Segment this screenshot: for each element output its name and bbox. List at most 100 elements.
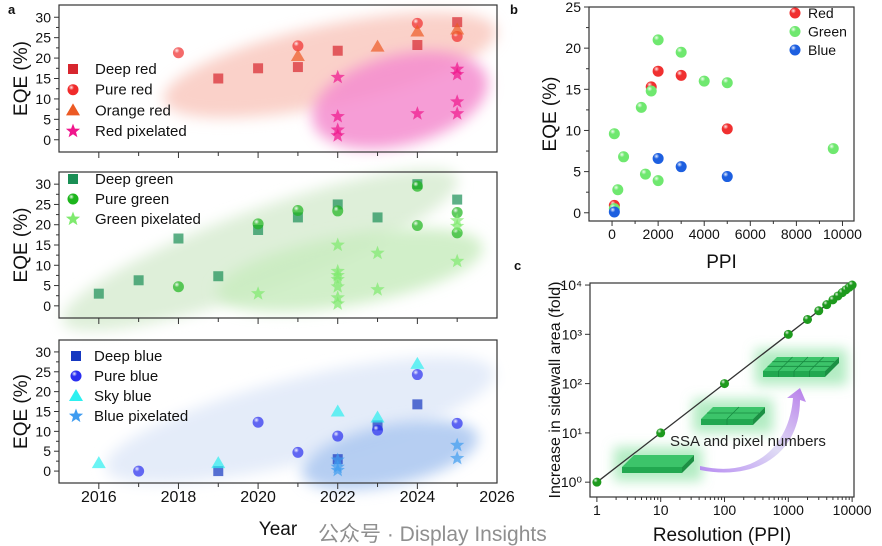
data-point-highlight [411, 180, 423, 192]
legend-marker [71, 351, 81, 361]
legend-marker-highlight [70, 370, 82, 382]
legend-label: Pure blue [94, 368, 158, 385]
series-green: Green [608, 24, 847, 215]
pixel-slab [614, 447, 702, 481]
data-point-highlight [675, 69, 687, 81]
legend-marker [65, 211, 81, 226]
legend-marker [68, 408, 84, 423]
data-point-highlight [827, 143, 839, 155]
x-tick-label: 0 [608, 226, 616, 242]
series-data [592, 280, 857, 487]
slab-side [753, 407, 765, 425]
data-point-highlight [451, 417, 463, 429]
data-point [253, 63, 264, 74]
data-point [330, 272, 345, 286]
legend-marker-highlight [67, 193, 79, 205]
y-tick-label: 20 [35, 50, 51, 66]
y-tick-label: 25 [35, 196, 51, 212]
data-point [213, 73, 224, 84]
y-tick-label: 0 [43, 132, 51, 148]
y-tick-label: 5 [573, 164, 581, 180]
shaded-region [301, 420, 479, 490]
data-point [410, 24, 425, 37]
y-tick-label: 10 [565, 122, 581, 138]
y-tick-label: 30 [35, 344, 51, 360]
y-tick-label: 5 [43, 443, 51, 459]
y-tick-label: 15 [565, 81, 581, 97]
arrow-icon [700, 388, 806, 473]
shaded-region [216, 228, 484, 312]
legend-label: Blue pixelated [94, 408, 188, 425]
data-point-highlight [822, 300, 832, 310]
y-tick-label: 0 [43, 463, 51, 479]
y-axis-label: EQE (%) [11, 41, 32, 116]
data-point-highlight [411, 220, 423, 232]
series-blue-pixelated: Blue pixelated [68, 408, 465, 477]
pixel-line [793, 356, 809, 372]
panel-label-b: b [510, 2, 518, 17]
chart-5: 10⁰ 10¹ 10² 10³ 10⁴ 1 10 100 1000 10000 Increase i… [547, 277, 872, 546]
data-point-highlight [720, 379, 730, 389]
data-point [370, 245, 385, 260]
x-tick-label: 1 [593, 502, 601, 518]
chart-4: 0 5 10 15 20 25 0 2000 4000 6000 8000 10000 EQE (%) P… [540, 0, 862, 273]
data-point-highlight [618, 151, 630, 163]
data-point-highlight [652, 65, 664, 77]
data-point-highlight [133, 465, 145, 477]
x-tick-label: 2024 [400, 489, 436, 506]
y-tick-label: 30 [35, 9, 51, 25]
y-tick-label: 15 [35, 71, 51, 87]
y-tick-label: 10 [35, 423, 51, 439]
shaded-region [62, 168, 458, 332]
legend-label: Deep green [95, 171, 173, 188]
data-point [330, 128, 345, 142]
legend-marker [69, 389, 83, 401]
x-axis-label: Resolution (PPI) [653, 525, 791, 546]
slab-side [682, 455, 694, 473]
data-point-highlight [783, 329, 793, 339]
data-point [412, 399, 423, 410]
x-tick-label: 2000 [643, 226, 674, 242]
data-point [93, 288, 104, 299]
data-point [211, 456, 226, 469]
data-point [450, 450, 465, 465]
data-point [452, 17, 463, 28]
data-point [450, 437, 465, 452]
data-point-highlight [252, 218, 264, 230]
data-point [330, 404, 345, 417]
x-tick-label: 10000 [833, 502, 872, 518]
x-tick-label: 1000 [773, 502, 804, 518]
series-red-pixelated: Red pixelated [65, 61, 465, 142]
data-point-highlight [652, 175, 664, 187]
x-tick-label: 8000 [781, 226, 812, 242]
y-axis-label: EQE (%) [11, 374, 32, 449]
data-point-highlight [645, 85, 657, 97]
data-point [332, 199, 343, 210]
data-point [133, 275, 144, 286]
data-point [330, 452, 345, 466]
data-point [410, 106, 425, 120]
x-tick-label: 2020 [240, 489, 276, 506]
y-tick-label: 30 [35, 176, 51, 192]
legend-label: Pure green [95, 191, 169, 208]
series-sky-blue: Sky blue [69, 356, 425, 469]
legend-label: Deep red [95, 61, 157, 78]
shaded-regions [62, 12, 497, 490]
annotation: SSA and pixel numbers [670, 433, 826, 450]
pixel-slab [693, 399, 773, 433]
y-tick-label: 20 [35, 384, 51, 400]
data-point [330, 462, 345, 477]
chart-3: 0 5 10 15 20 25 30 2016 2018 2020 2022 2024 2026 EQE … [11, 339, 515, 540]
y-tick-label: 15 [35, 237, 51, 253]
slab-front [622, 467, 682, 473]
data-point [330, 296, 345, 310]
data-point-highlight [252, 416, 264, 428]
y-tick-label: 10³ [562, 326, 583, 342]
plot-frame [588, 6, 855, 222]
data-point-highlight [332, 430, 344, 442]
y-tick-label: 0 [573, 205, 581, 221]
y-axis-label: EQE (%) [540, 77, 561, 152]
y-tick-label: 25 [35, 30, 51, 46]
